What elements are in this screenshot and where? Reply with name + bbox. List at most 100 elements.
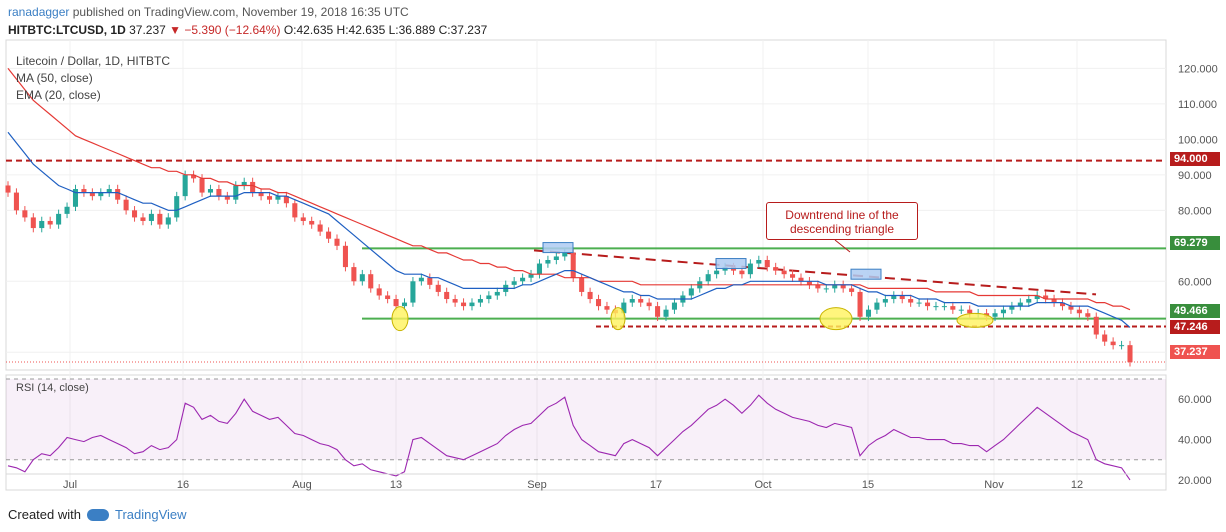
candle-body (191, 174, 197, 179)
candle (98, 188, 104, 201)
candle-body (385, 295, 391, 300)
candle-body (857, 291, 863, 317)
candle-body (486, 295, 492, 300)
resistance-touch-box (542, 242, 574, 254)
x-tick-label: 15 (862, 479, 874, 491)
candle-body (595, 299, 602, 307)
candle (376, 284, 382, 300)
candle (250, 177, 256, 197)
candle-body (882, 299, 888, 303)
candle (941, 301, 947, 311)
candle-body (992, 313, 998, 317)
candle-body (925, 302, 931, 307)
rsi-pane-border (5, 374, 1167, 491)
tradingview-logo-icon (86, 508, 109, 521)
level-lines (6, 159, 1166, 363)
candle-body (739, 270, 745, 275)
candle-body (511, 281, 517, 285)
candle (435, 280, 441, 297)
candle-body (1009, 306, 1015, 310)
candle (604, 301, 610, 314)
candle-body (326, 231, 332, 239)
candle-body (671, 302, 677, 310)
candle-body (1000, 309, 1006, 314)
rsi-legend: RSI (14, close) (16, 382, 89, 394)
candle-body (376, 288, 382, 296)
candle-body (705, 274, 711, 282)
candle-body (461, 302, 467, 307)
candle-body (22, 210, 28, 218)
candle (81, 184, 87, 197)
candle-body (157, 213, 163, 225)
candle (1026, 294, 1032, 307)
tradingview-link[interactable]: TradingView (114, 507, 187, 522)
candle-body (317, 224, 323, 232)
candle (1076, 305, 1082, 318)
candle (1068, 301, 1074, 314)
ohlc-values: O:42.635 H:42.635 L:36.889 C:37.237 (283, 23, 488, 37)
candle-body (849, 288, 855, 292)
candle-body (621, 302, 627, 314)
candle (72, 184, 79, 212)
candle (798, 273, 804, 286)
candle (165, 213, 171, 229)
candle-body (798, 277, 804, 282)
candle-body (646, 302, 652, 307)
candle-body (562, 252, 568, 257)
candle (688, 284, 694, 300)
candle (933, 301, 939, 311)
tag-37: 37.237 (1170, 345, 1220, 359)
candle (857, 287, 863, 322)
candle (157, 209, 163, 229)
candle-body (688, 288, 694, 296)
candle (1034, 291, 1040, 304)
y-tick-label: 60.000 (1178, 276, 1212, 288)
candle (908, 294, 914, 307)
candle-body (663, 309, 669, 317)
legend-title: Litecoin / Dollar, 1D, HITBTC (16, 54, 171, 68)
candle-body (174, 196, 180, 218)
symbol-line: HITBTC:LTCUSD, 1D 37.237 ▼ −5.390 (−12.6… (8, 23, 487, 37)
candle (840, 280, 846, 293)
legend-ma: MA (50, close) (16, 71, 93, 85)
candle (655, 301, 661, 322)
candle-body (275, 196, 281, 200)
candle (309, 216, 315, 229)
candle-body (1119, 345, 1125, 347)
candle-body (1076, 309, 1082, 314)
candle-body (1110, 341, 1116, 346)
candle (1127, 340, 1133, 367)
x-tick-label: Nov (984, 479, 1004, 491)
candle (823, 284, 829, 293)
candle-body (1051, 299, 1057, 303)
candle-body (435, 284, 441, 292)
candle (64, 202, 70, 219)
candle (1093, 312, 1099, 339)
candle-body (840, 284, 846, 289)
ema20-line (7, 131, 1131, 328)
author-link[interactable]: ranadagger (8, 5, 70, 19)
legend-ema: EMA (20, close) (16, 88, 101, 102)
candle (56, 209, 62, 229)
candle (452, 294, 458, 307)
candle (528, 269, 534, 282)
candle (891, 291, 897, 304)
y-tick-label: 110.000 (1178, 99, 1217, 111)
downtrend-line (533, 249, 1097, 296)
candle (241, 177, 247, 190)
candle (461, 298, 467, 311)
candle (140, 213, 146, 226)
candle (5, 181, 11, 197)
candle (882, 294, 888, 307)
candle (334, 234, 340, 251)
candle-body (89, 192, 95, 197)
candle-body (165, 217, 171, 225)
rsi-tick-label: 60.000 (1178, 394, 1212, 406)
candle (258, 188, 264, 201)
x-tick-label: Sep (527, 479, 547, 491)
candle-body (351, 267, 357, 282)
candle-body (908, 299, 914, 303)
candle-body (553, 256, 559, 260)
created-with: Created with (8, 507, 81, 522)
y-tick-label: 90.000 (1178, 170, 1212, 182)
